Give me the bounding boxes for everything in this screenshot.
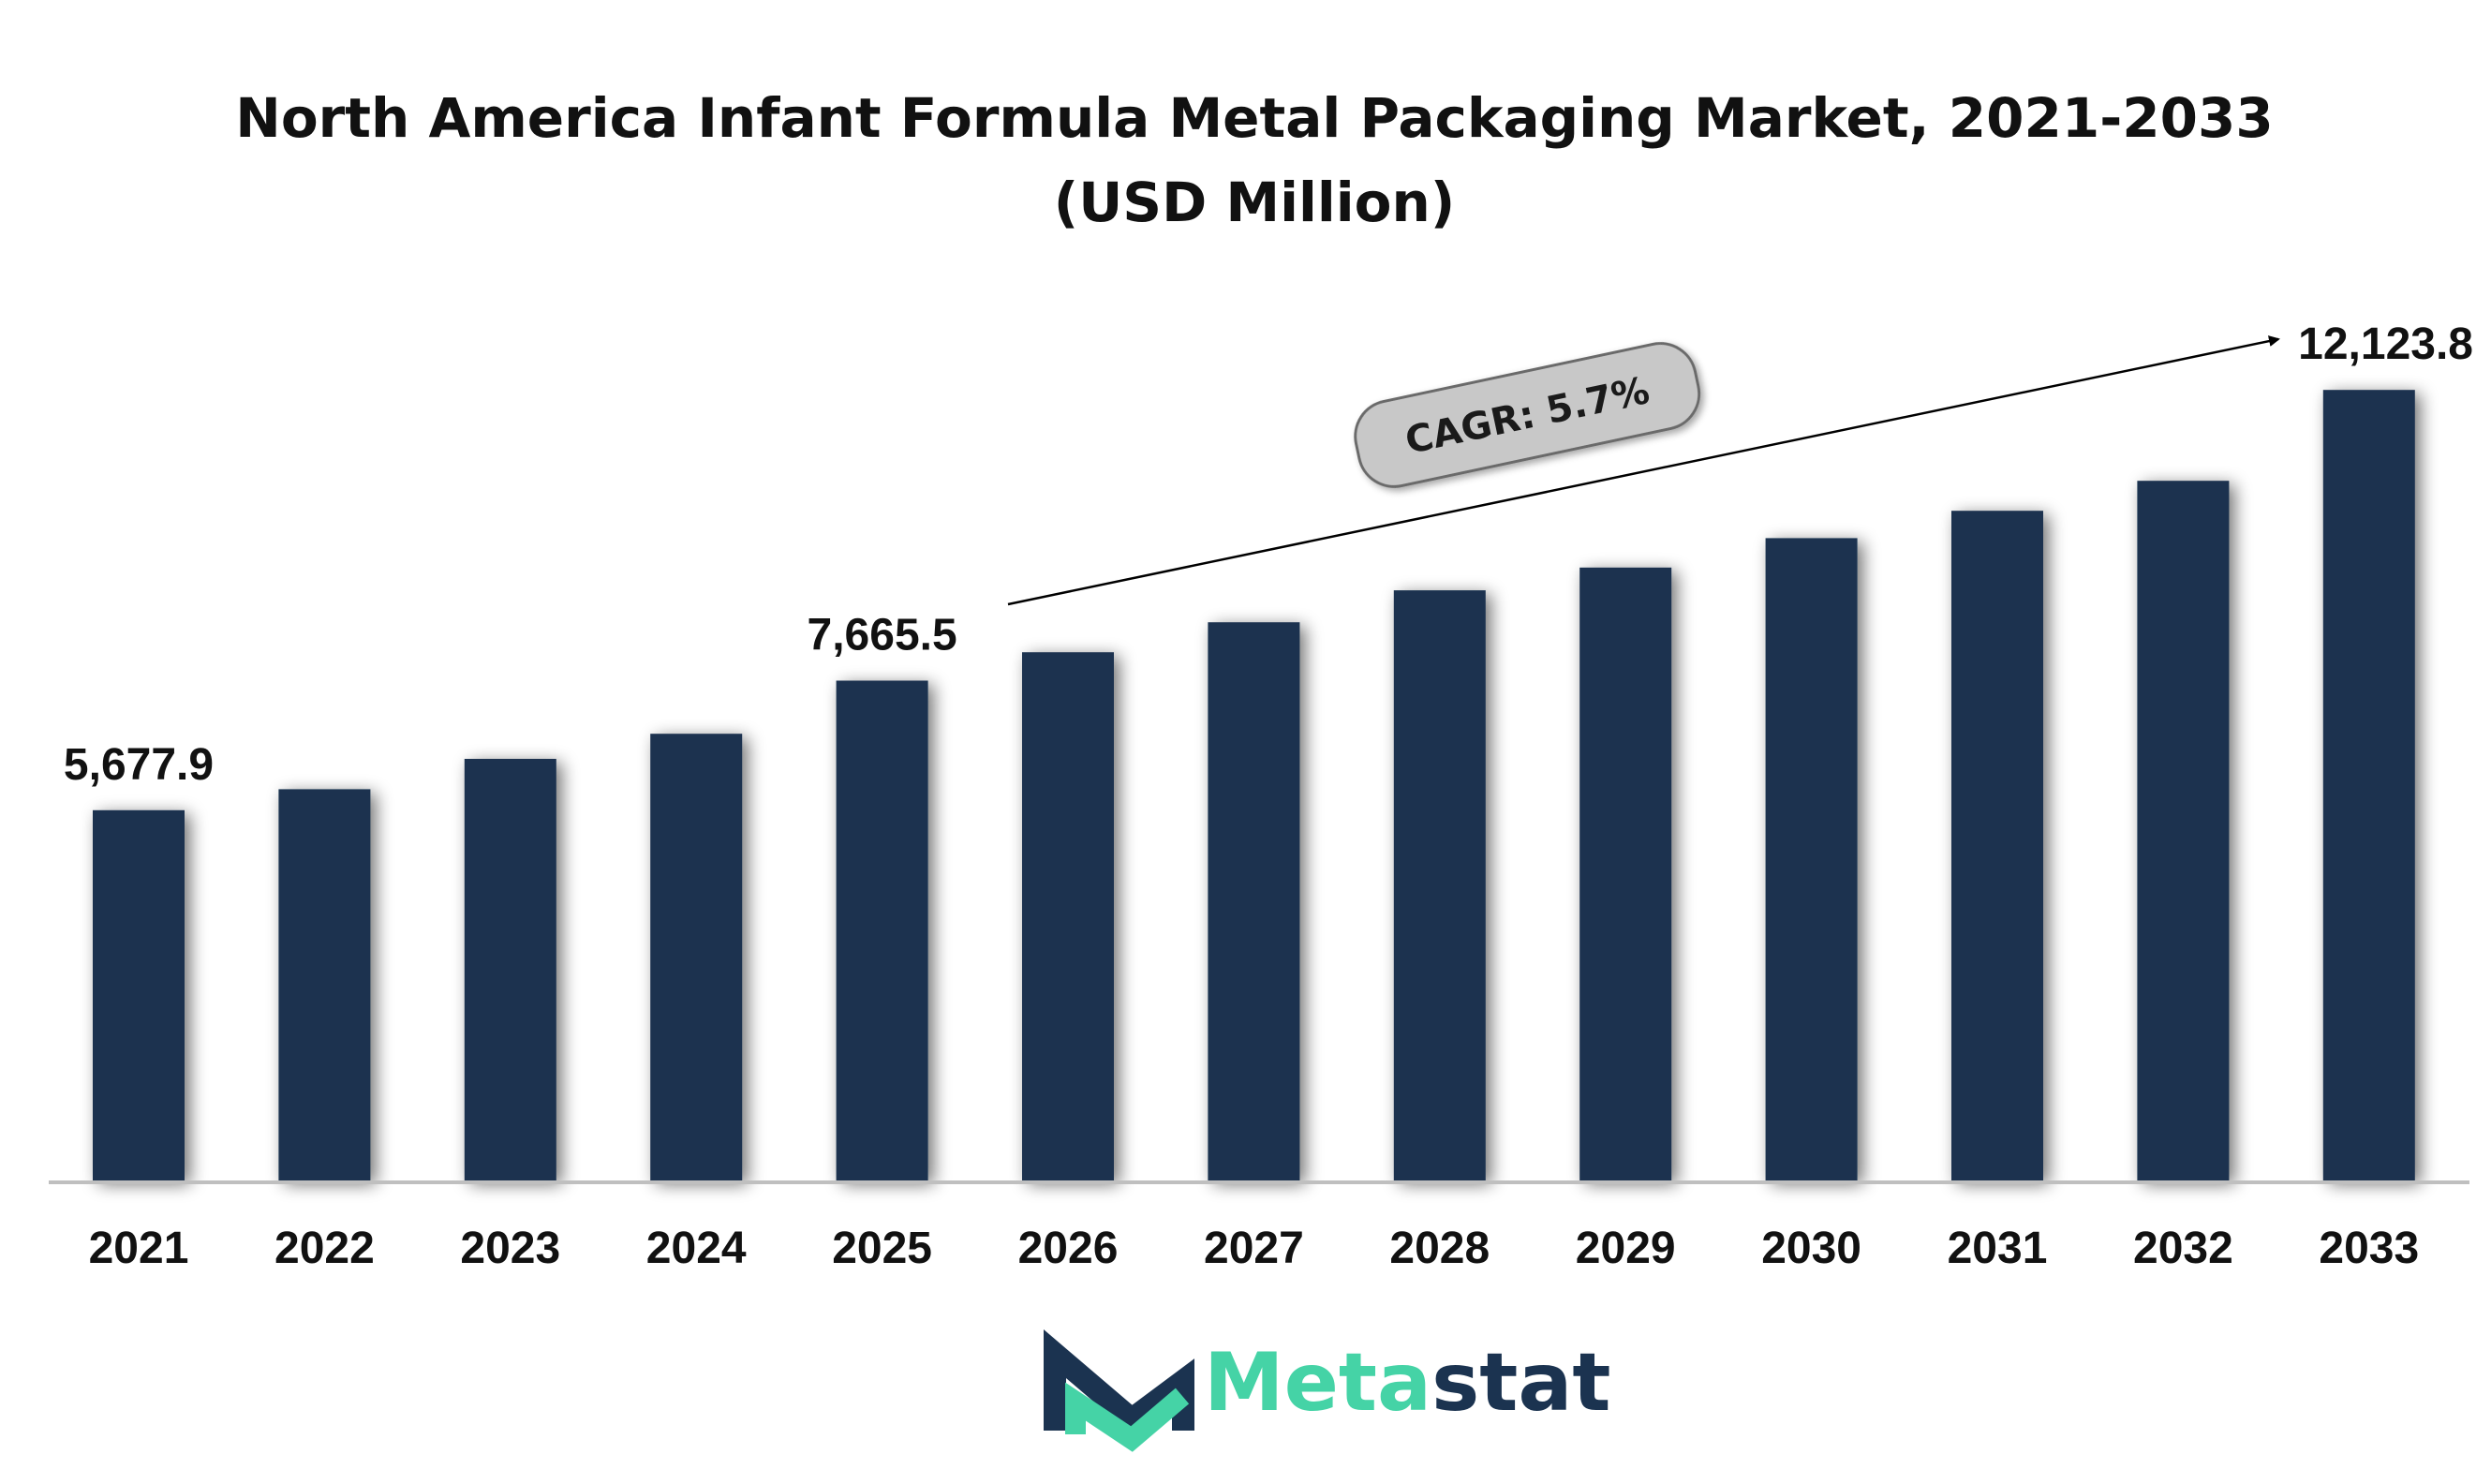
cagr-badge-shape <box>1354 342 1701 488</box>
bar-2030 <box>1765 538 1858 1180</box>
bar-2021 <box>93 809 185 1180</box>
bar-2033 <box>2322 390 2415 1180</box>
bar-2028 <box>1393 590 1486 1180</box>
data-labels: 5,677.9 7,665.5 12,123.8 <box>64 319 2473 790</box>
bar-2027 <box>1208 622 1300 1180</box>
chart-subtitle: (USD Million) <box>1054 171 1456 234</box>
x-tick-label-2022: 2022 <box>274 1224 375 1273</box>
x-tick-label-2026: 2026 <box>1018 1224 1119 1273</box>
x-tick-label-2024: 2024 <box>646 1224 747 1273</box>
x-tick-label-2032: 2032 <box>2133 1224 2233 1273</box>
data-label-2025: 7,665.5 <box>808 611 957 660</box>
bar-2024 <box>650 734 743 1180</box>
x-tick-label-2028: 2028 <box>1389 1224 1490 1273</box>
x-tick-label-2025: 2025 <box>832 1224 932 1273</box>
x-tick-label-2031: 2031 <box>1948 1224 2048 1273</box>
logo-text-primary: Meta <box>1204 1336 1431 1430</box>
chart-title: North America Infant Formula Metal Packa… <box>235 86 2273 150</box>
metastat-logo-mark <box>1044 1328 1194 1452</box>
x-tick-label-2021: 2021 <box>89 1224 189 1273</box>
bar-2023 <box>464 759 556 1180</box>
bar-2031 <box>1951 511 2043 1180</box>
x-tick-labels: 2021 2022 2023 2024 2025 2026 2027 2028 2029 2030… <box>89 1224 2420 1273</box>
x-tick-label-2023: 2023 <box>460 1224 560 1273</box>
bars-layer <box>93 390 2415 1180</box>
logo-text-secondary: stat <box>1431 1336 1610 1430</box>
x-tick-label-2030: 2030 <box>1761 1224 1861 1273</box>
cagr-trend-arrow <box>1007 335 2280 606</box>
bar-2032 <box>2137 481 2230 1180</box>
bar-2025 <box>836 680 928 1180</box>
metastat-logo: Metastat <box>1044 1328 1611 1452</box>
data-label-2033: 12,123.8 <box>2298 319 2473 369</box>
data-label-2021: 5,677.9 <box>64 740 214 790</box>
x-tick-label-2029: 2029 <box>1576 1224 1676 1273</box>
bar-2022 <box>278 789 371 1180</box>
metastat-logo-text: Metastat <box>1204 1336 1611 1430</box>
x-tick-label-2033: 2033 <box>2319 1224 2419 1273</box>
bar-2029 <box>1579 567 1672 1180</box>
bar-2026 <box>1022 652 1114 1180</box>
x-tick-label-2027: 2027 <box>1204 1224 1304 1273</box>
